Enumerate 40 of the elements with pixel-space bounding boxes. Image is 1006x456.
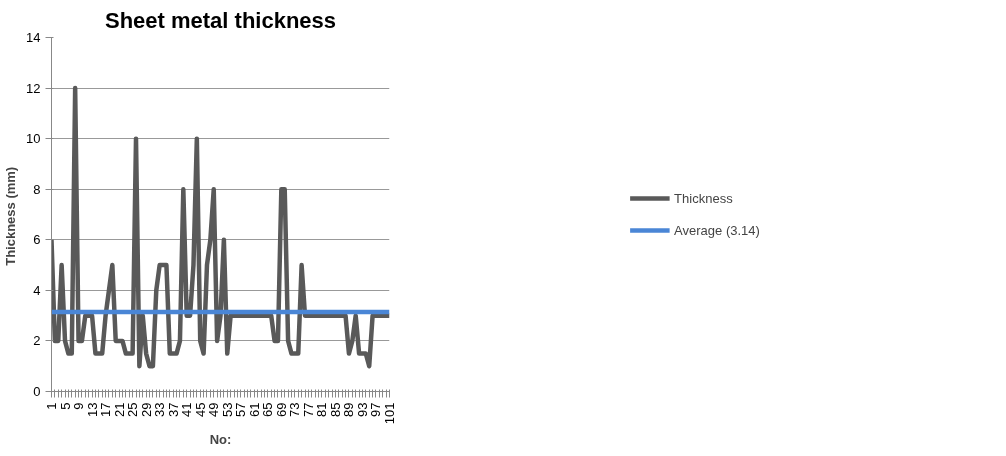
x-tick-label: 73 — [287, 402, 303, 417]
x-tick-label: 29 — [138, 402, 154, 417]
x-tick-label: 89 — [341, 402, 357, 417]
x-tick-label: 33 — [152, 402, 168, 417]
x-tick-label: 37 — [165, 402, 181, 417]
x-tick-label: 97 — [368, 402, 384, 417]
x-axis-title: No: — [209, 432, 232, 448]
x-tick-label: 1 — [44, 402, 59, 410]
x-tick-label: 85 — [327, 402, 343, 417]
x-tick-label: 57 — [233, 402, 249, 417]
y-tick-label: 10 — [26, 131, 41, 147]
line-series — [51, 85, 390, 369]
y-tick-label: 8 — [33, 181, 41, 197]
x-tick-label: 65 — [260, 402, 276, 417]
y-axis-title: Thickness (mm) — [3, 166, 19, 266]
y-tick-label: 12 — [26, 80, 41, 96]
y-tick-label: 0 — [33, 384, 41, 399]
x-tick-label: 5 — [57, 402, 73, 410]
x-tick-label: 17 — [98, 402, 114, 417]
x-tick-label: 69 — [273, 402, 289, 417]
y-tick-label: 2 — [33, 333, 41, 349]
x-tick-label: 93 — [354, 402, 370, 417]
legend-label: Average (3.14) — [674, 222, 760, 238]
x-tick-label: 77 — [300, 402, 316, 417]
chart-title: Sheet metal thickness — [104, 7, 337, 33]
x-tick-label: 101 — [382, 402, 397, 425]
x-tick-label: 13 — [84, 402, 100, 417]
y-tick-label: 6 — [33, 232, 41, 248]
x-tick-label: 9 — [71, 402, 87, 410]
x-tick-label: 61 — [246, 402, 262, 417]
x-tick-label: 41 — [179, 402, 195, 417]
x-tick-label: 49 — [206, 402, 222, 417]
x-tick-label: 25 — [125, 402, 141, 417]
y-tick-label: 14 — [26, 30, 41, 45]
y-tick-label: 4 — [33, 282, 41, 298]
legend-label: Thickness — [674, 190, 733, 206]
x-tick-label: 21 — [111, 402, 127, 417]
x-tick-label: 45 — [192, 402, 208, 417]
x-tick-label: 53 — [219, 402, 235, 417]
x-tick-label: 81 — [314, 402, 330, 417]
